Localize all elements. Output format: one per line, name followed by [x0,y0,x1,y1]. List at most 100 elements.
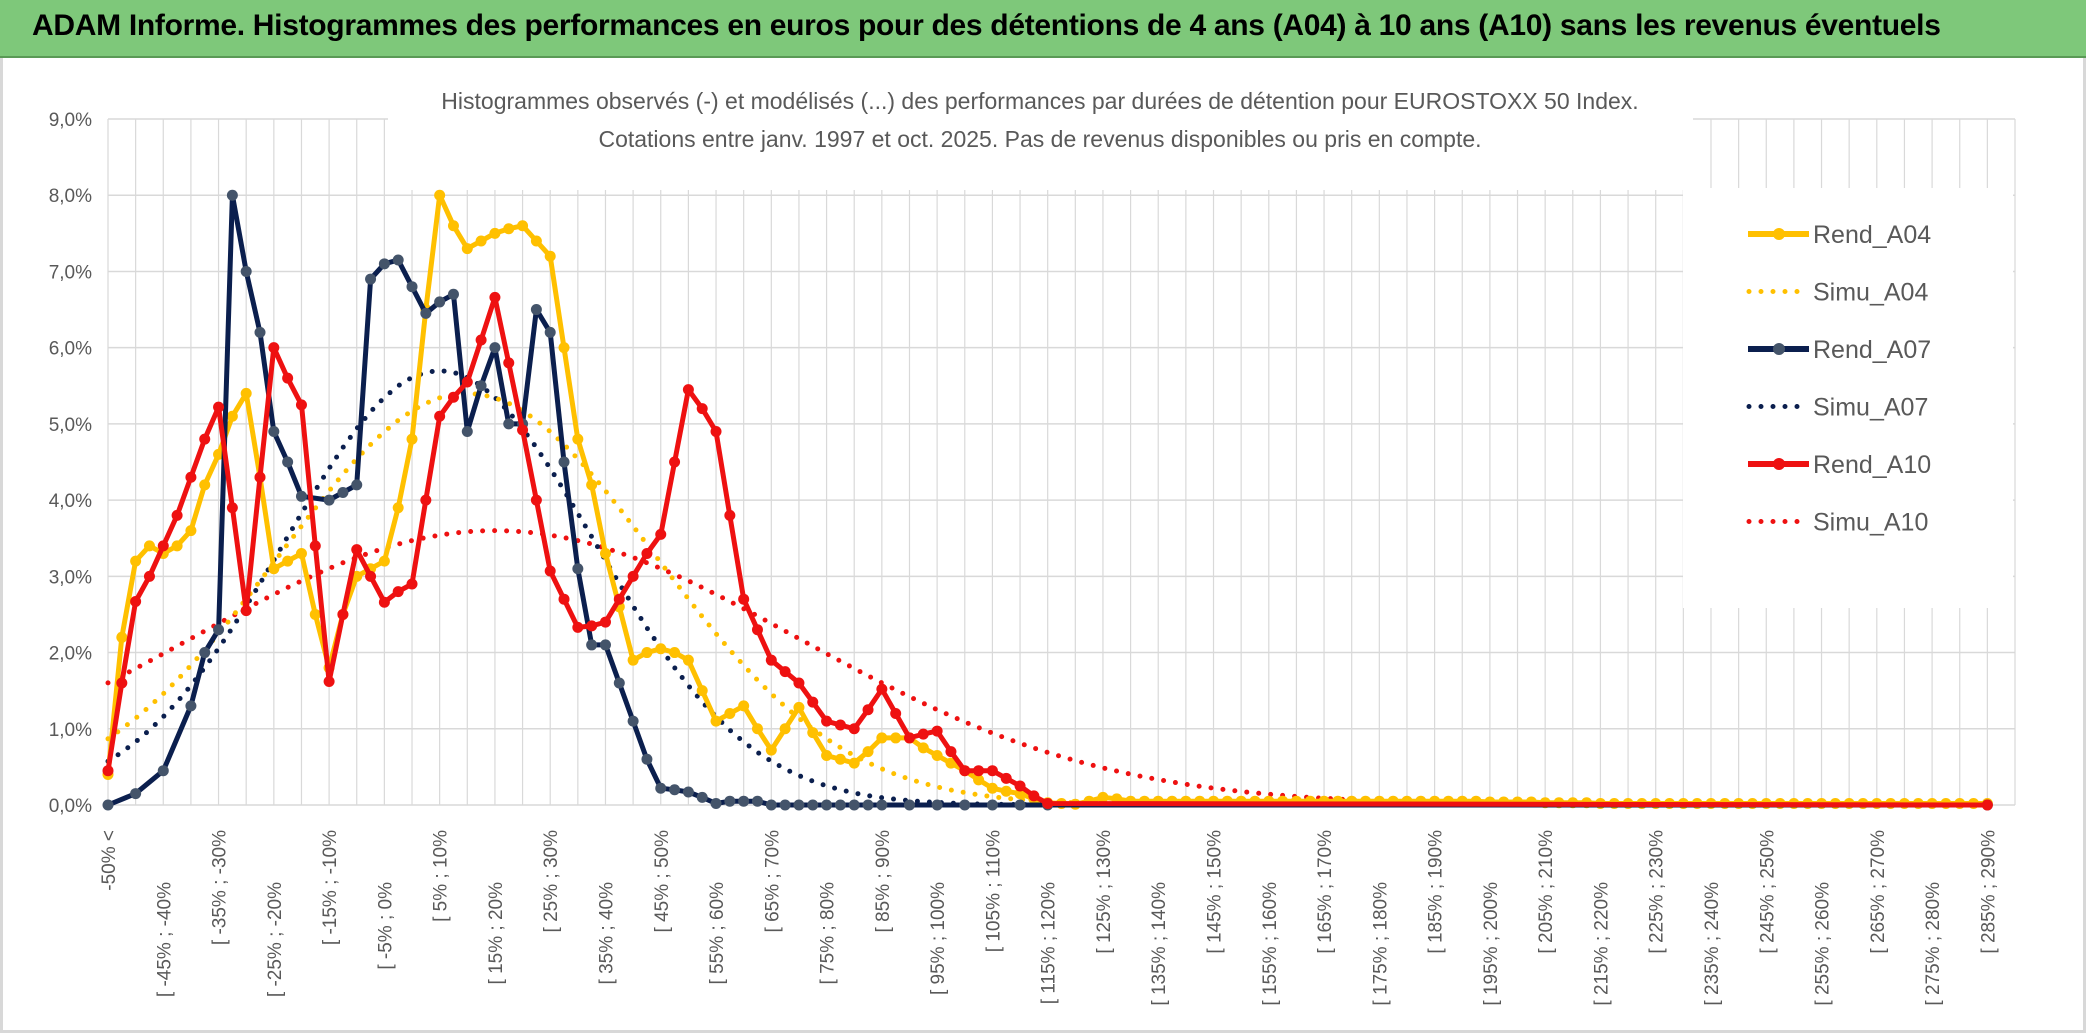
rend-a10-point [876,683,888,695]
x-tick-label: [ 175% ; 180% [1370,882,1391,1006]
rend-a10-point [599,616,611,628]
rend-a04-point [765,744,777,756]
rend-a07-point [102,799,114,811]
x-axis-ticks: -50% < [ -45% ; -40% [ -35% ; -30% [ -25% ;… [99,830,1999,1006]
rend-a04-point [862,746,874,758]
rend-a07-point [821,799,833,811]
rend-a04-point [821,749,833,761]
rend-a07-point [558,456,570,468]
rend-a10-point [738,593,750,605]
legend-rend-a04-marker [1773,228,1785,240]
x-tick-label: [ 125% ; 130% [1094,830,1115,954]
rend-a10-point [917,728,929,740]
rend-a07-point [931,799,943,811]
rend-a10-point [821,715,833,727]
x-tick-label: [ 285% ; 290% [1978,830,1999,954]
x-tick-label: [ 105% ; 110% [983,830,1004,952]
rend-a04-point [406,433,418,445]
x-tick-label: [ 235% ; 240% [1702,882,1723,1006]
y-tick-label: 2,0% [49,644,92,665]
rend-a10-point [890,708,902,720]
rend-a07-point [226,189,238,201]
y-tick-label: 8,0% [49,186,92,207]
rend-a10-point [1042,797,1054,809]
y-tick-label: 5,0% [49,415,92,436]
title-background [388,78,1693,190]
rend-a10-point [682,384,694,396]
rend-a10-point [724,509,736,521]
rend-a10-point [143,570,155,582]
rend-a07-point [779,799,791,811]
rend-a10-point [862,704,874,716]
rend-a07-point [586,639,598,651]
rend-a10-point [240,605,252,617]
rend-a04-point [213,448,225,460]
rend-a10-point [834,719,846,731]
title-banner: ADAM Informe. Histogrammes des performan… [0,0,2086,58]
rend-a07-point [199,647,211,659]
series-layer [102,189,1993,811]
chart-title-line2: Cotations entre janv. 1997 et oct. 2025.… [598,126,1481,152]
rend-a04-point [517,220,529,232]
legend-simu-a04-label: Simu_A04 [1813,279,1928,307]
rend-a07-point [738,795,750,807]
rend-a07-point [765,799,777,811]
legend-rend-a10-marker [1773,458,1785,470]
x-tick-label: [ 65% ; 70% [762,830,783,933]
y-tick-label: 7,0% [49,262,92,283]
rend-a07-point [213,624,225,636]
rend-a10-point [323,676,335,688]
rend-a07-point [862,799,874,811]
legend-rend-a07-marker [1773,343,1785,355]
rend-a04-point [890,732,902,744]
rend-a10-point [986,765,998,777]
rend-a07-point [572,563,584,575]
rend-a07-point [447,288,459,300]
rend-a10-point [171,509,183,521]
chart-title-line1: Histogrammes observés (-) et modélisés (… [441,88,1638,114]
rend-a10-point [530,494,542,506]
rend-a04-point [199,479,211,491]
rend-a10-point [365,570,377,582]
rend-a04-point [116,631,128,643]
rend-a10-point [392,586,404,598]
x-tick-label: [ 275% ; 280% [1923,882,1944,1006]
rend-a07-point [544,326,556,338]
x-tick-label: [ 225% ; 230% [1647,830,1668,954]
rend-a04-point [268,563,280,575]
rend-a10-point [185,471,197,483]
rend-a07-point [530,304,542,316]
x-tick-label: [ 135% ; 140% [1149,882,1170,1006]
rend-a04-point [599,547,611,559]
rend-a07-point [434,296,446,308]
rend-a04-point [696,685,708,697]
rend-a04-point [392,502,404,514]
rend-a10-point [116,677,128,689]
legend-rend-a10-label: Rend_A10 [1813,451,1931,479]
rend-a10-point [613,593,625,605]
rend-a04-point [503,223,515,235]
x-tick-label: [ 5% ; 10% [431,830,452,922]
rend-a10-point [931,725,943,737]
rend-a10-point [254,471,266,483]
rend-a04-point [669,647,681,659]
y-tick-label: 0,0% [49,796,92,817]
rend-a07-point [834,799,846,811]
rend-a10-point [903,732,915,744]
rend-a07-point [351,479,363,491]
y-tick-label: 1,0% [49,720,92,741]
rend-a10-point [1000,772,1012,784]
rend-a04-point [627,654,639,666]
rend-a10-point [517,424,529,436]
rend-a07-point [710,797,722,809]
rend-a07-point [282,456,294,468]
rend-a04-point [738,700,750,712]
rend-a07-point [323,494,335,506]
x-tick-label: [ 195% ; 200% [1481,882,1502,1006]
rend-a04-point [807,727,819,739]
rend-a07-point [240,265,252,277]
legend-rend-a07-label: Rend_A07 [1813,336,1931,364]
rend-a04-point [447,220,459,232]
rend-a10-line [105,294,1988,808]
rend-a04-point [309,608,321,620]
